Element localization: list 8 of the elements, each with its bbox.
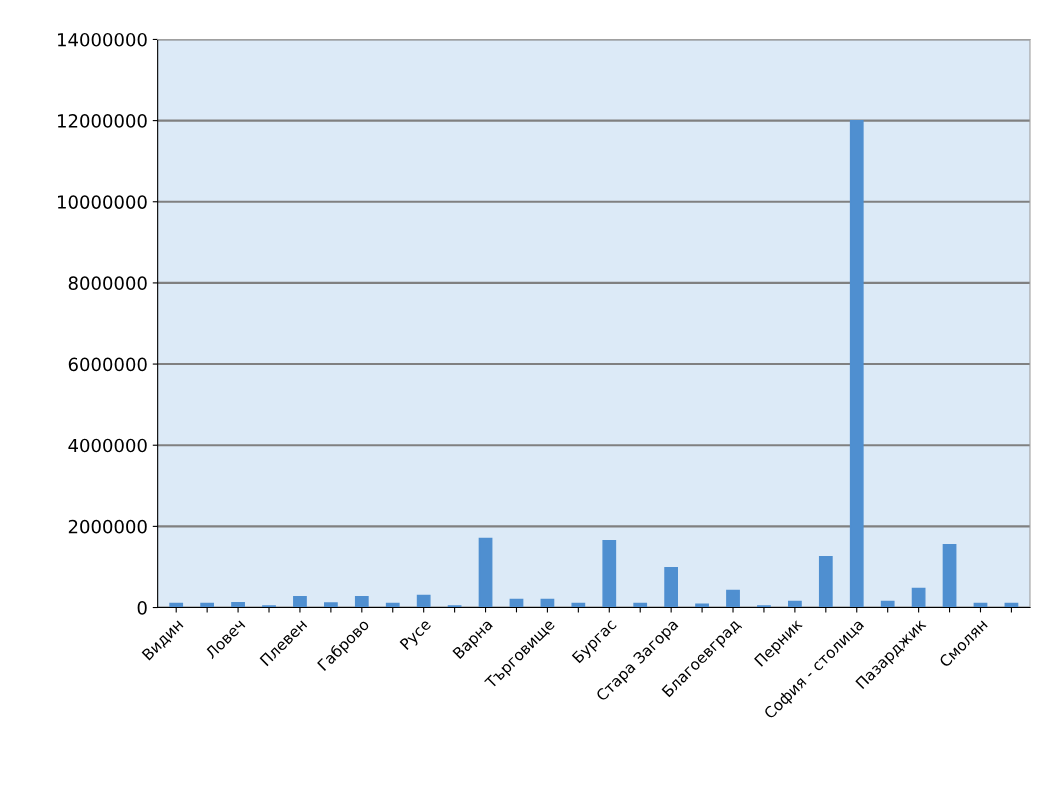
y-tick-label: 6000000 [68, 357, 147, 372]
y-tick-label: 2000000 [68, 519, 147, 534]
y-tick-label: 12000000 [58, 114, 147, 128]
y-tick-label: 4000000 [68, 438, 147, 453]
y-tick-label: 0 [137, 600, 147, 615]
y-tick-label: 14000000 [58, 32, 147, 47]
y-tick-label: 8000000 [68, 276, 147, 291]
y-tick-label: 10000000 [58, 195, 147, 209]
